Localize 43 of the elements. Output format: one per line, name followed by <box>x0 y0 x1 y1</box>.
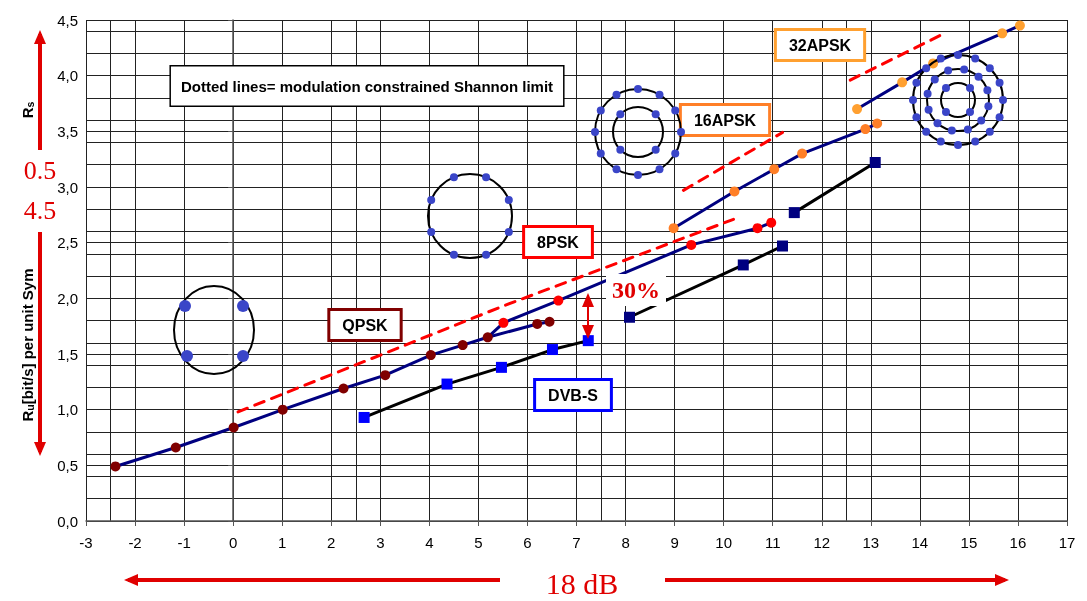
x-tick-label: 14 <box>911 534 929 551</box>
text: 8PSK <box>537 233 580 251</box>
x-tick-label: 6 <box>523 534 532 551</box>
x-tick-label: 4 <box>425 534 434 551</box>
annotation: 30% <box>612 277 660 303</box>
x-tick-label: 1 <box>278 534 287 551</box>
x-tick-label: 9 <box>670 534 679 551</box>
annotation: Dotted lines= modulation constrained Shannon limit <box>180 77 554 95</box>
x-tick-label: -2 <box>128 534 142 551</box>
text: 18 dB <box>545 566 619 600</box>
x-tick-label: -1 <box>177 534 191 551</box>
text: Rs <box>18 101 36 119</box>
x-tick-label: 0 <box>228 534 238 551</box>
x-tick-label: 7 <box>572 534 581 551</box>
y-tick-label: 0,0 <box>57 512 78 530</box>
x-tick-label: 8 <box>621 534 630 551</box>
series-label: DVB-S <box>548 386 599 404</box>
x-tick-label: 12 <box>813 534 831 551</box>
x-tick-label: 2 <box>327 534 336 551</box>
x-tick-label: 16 <box>1009 534 1027 551</box>
y-tick-label: 2,0 <box>57 289 78 307</box>
y-tick-label: 3,5 <box>57 122 78 140</box>
x-tick-label: 10 <box>715 534 732 551</box>
y-tick-label: 1,0 <box>57 401 78 419</box>
y-tick-label: 2,5 <box>57 234 78 252</box>
y-tick-label: 1,5 <box>57 345 78 363</box>
text: 4.5 <box>23 195 57 225</box>
x-tick-label: 17 <box>1058 534 1076 551</box>
text: QPSK <box>342 316 389 334</box>
y-tick-label: 4,0 <box>57 67 78 85</box>
x-tick-label: 13 <box>862 534 880 551</box>
x-tick-label: -3 <box>79 534 93 551</box>
y-tick-label: 0,5 <box>57 456 78 474</box>
text: 16APSK <box>693 111 757 129</box>
y-axis-title: Ru[bit/s] per unit Sym <box>18 268 36 422</box>
x-tick-label: 5 <box>474 534 483 551</box>
x-tick-label: 15 <box>960 534 978 551</box>
x-tick-label: 3 <box>376 534 385 551</box>
y-tick-label: 3,0 <box>57 178 78 196</box>
text: 32APSK <box>788 36 852 54</box>
x-tick-label: 11 <box>764 534 781 551</box>
y-tick-label: 4,5 <box>57 11 78 29</box>
text: 0.5 <box>23 155 57 185</box>
